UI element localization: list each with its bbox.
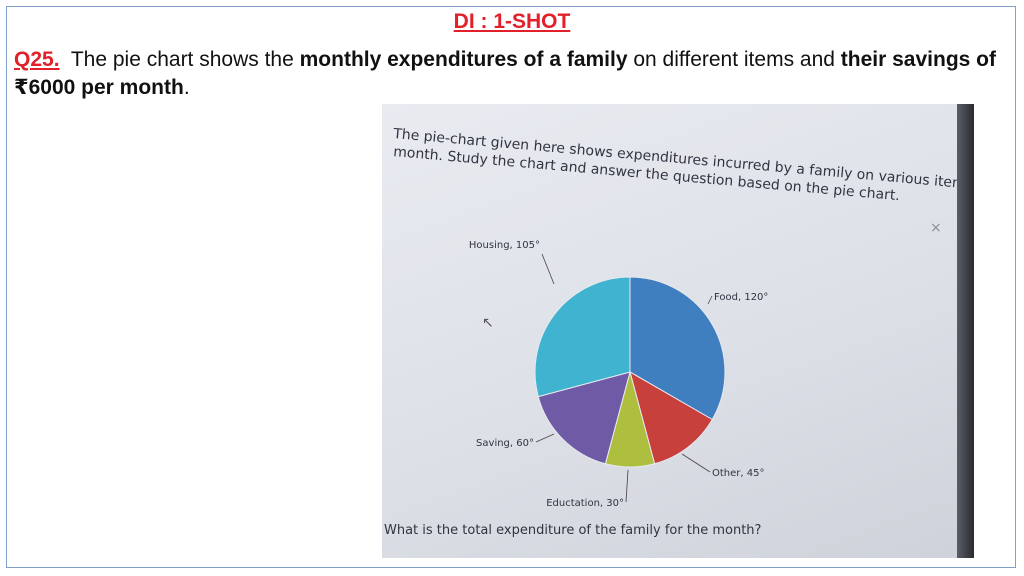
question-part: monthly expenditures of a family bbox=[299, 48, 628, 71]
pie-chart: Food, 120° Other, 45° Eductation, 30° Savin… bbox=[469, 240, 769, 509]
monitor-screen: The pie-chart given here shows expenditu… bbox=[382, 104, 974, 558]
pie-label-saving: Saving, 60° bbox=[476, 438, 534, 449]
pie-slice-saving bbox=[537, 371, 631, 465]
pie-slice-food bbox=[629, 276, 726, 421]
slide-title-text: DI : 1-SHOT bbox=[453, 10, 571, 33]
question-part: their savings of ₹6000 per month bbox=[14, 48, 996, 99]
photo-bottom-question: What is the total expenditure of the fam… bbox=[384, 523, 762, 538]
question-number: Q25. bbox=[14, 48, 60, 71]
pie-label-eductation: Eductation, 30° bbox=[546, 498, 624, 509]
pie-label-food: Food, 120° bbox=[714, 292, 768, 303]
question-part: . bbox=[183, 76, 190, 99]
question-text: Q25. The pie chart shows the monthly exp… bbox=[14, 46, 1004, 102]
mouse-cursor-icon: ↖ bbox=[482, 314, 494, 330]
slide-title: DI : 1-SHOT bbox=[0, 10, 1024, 34]
question-part: The pie chart shows the bbox=[70, 48, 300, 71]
pie-leader-line bbox=[541, 253, 555, 285]
pie-label-other: Other, 45° bbox=[712, 468, 764, 479]
pie-slice-other bbox=[629, 370, 713, 465]
slide-frame bbox=[6, 6, 1016, 568]
close-icon: × bbox=[930, 220, 942, 236]
pie-leader-line bbox=[625, 469, 629, 503]
chart-photo: The pie-chart given here shows expenditu… bbox=[382, 104, 974, 558]
pie-slice-housing bbox=[534, 276, 631, 398]
monitor-bezel bbox=[957, 104, 974, 558]
pie-leader-line bbox=[681, 453, 711, 473]
pie-leader-line bbox=[707, 295, 713, 305]
question-part: on different items and bbox=[627, 48, 841, 71]
pie-label-housing: Housing, 105° bbox=[469, 240, 540, 251]
pie-leader-line bbox=[535, 433, 555, 443]
